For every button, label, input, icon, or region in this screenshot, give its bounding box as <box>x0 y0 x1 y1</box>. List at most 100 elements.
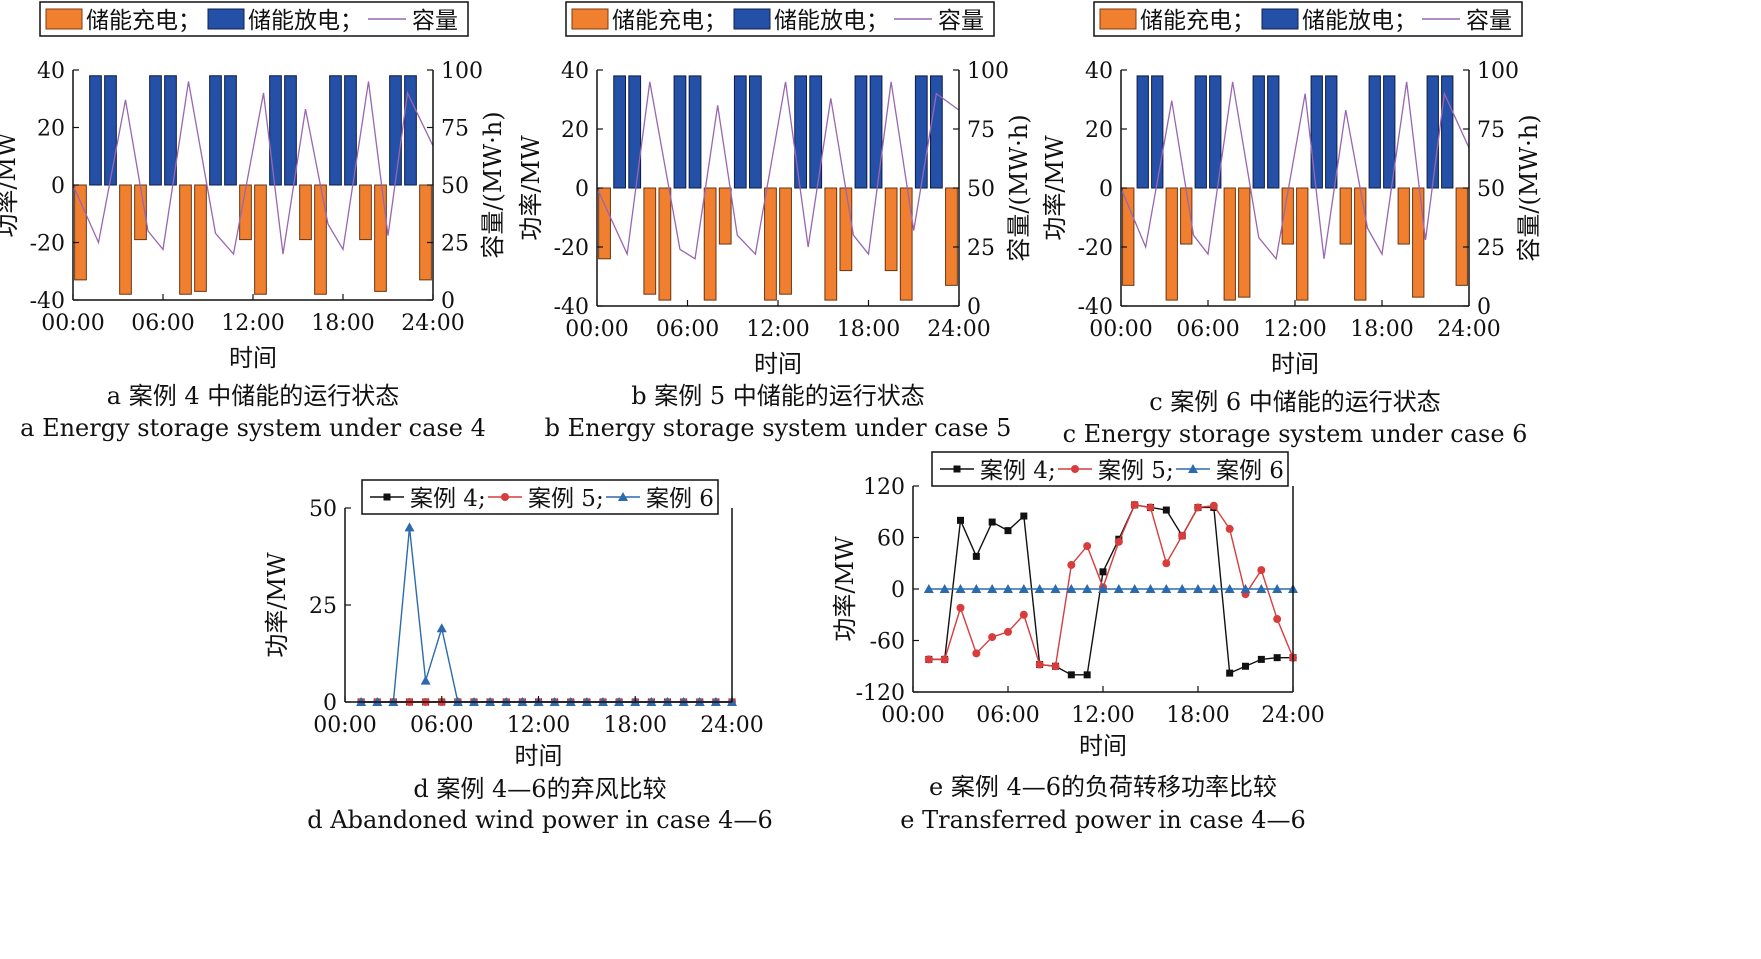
series-marker-circle <box>1071 465 1079 473</box>
legend-label-series: 案例 6 <box>1216 458 1284 484</box>
y2-tick-label: 0 <box>1477 295 1491 320</box>
power-bar <box>1426 75 1439 189</box>
x-tick-label: 00:00 <box>881 703 944 728</box>
legend-swatch-charge <box>45 8 83 30</box>
chart-panel-b: 储能充电； 储能放电； 容量 40 20 0 -20 -40 100 75 50 25 0 00:00 06… <box>517 1 1033 442</box>
series-marker-triangle <box>955 584 966 593</box>
series-marker-triangle <box>923 584 934 593</box>
power-bar <box>809 75 823 189</box>
legend-label-series: 案例 4; <box>980 458 1056 484</box>
power-bar <box>149 75 162 186</box>
series-marker-triangle <box>1066 584 1077 593</box>
y2-axis-label: 容量/(MW·h) <box>1515 114 1543 261</box>
series-marker-triangle <box>1113 584 1124 593</box>
x-tick-label: 24:00 <box>401 311 464 336</box>
power-bar <box>598 187 611 260</box>
series-marker-circle <box>1225 524 1234 533</box>
y-tick-label: -20 <box>554 236 589 261</box>
y-tick-label: 25 <box>309 594 337 619</box>
power-bar <box>1151 75 1164 189</box>
series-marker-circle <box>1067 560 1076 569</box>
power-bar <box>643 187 657 295</box>
power-bar <box>269 75 282 186</box>
power-bar <box>748 75 762 189</box>
legend-frame <box>361 479 719 515</box>
y2-tick-label: 50 <box>1477 177 1505 202</box>
x-axis-label: 时间 <box>229 344 277 372</box>
series-marker-square <box>1226 669 1234 677</box>
series-marker-square <box>1020 512 1028 520</box>
x-tick-label: 12:00 <box>746 317 809 342</box>
series-marker-circle <box>1051 662 1060 671</box>
power-bar <box>839 187 853 272</box>
power-bar <box>1194 75 1207 189</box>
x-tick-label: 18:00 <box>1350 317 1413 342</box>
capacity-line <box>1120 81 1470 261</box>
series-marker-square <box>1099 568 1107 576</box>
x-axis-label: 时间 <box>1079 732 1127 760</box>
y-tick-label: 40 <box>1085 59 1113 84</box>
series-marker-square <box>957 516 964 524</box>
y2-tick-label: 100 <box>1477 59 1519 84</box>
legend-label-charge: 储能充电； <box>1140 8 1255 34</box>
series-marker-triangle <box>1177 584 1188 593</box>
series-marker-triangle <box>1193 584 1203 593</box>
legend-label-series: 案例 4; <box>410 486 486 512</box>
legend: 储能充电； 储能放电； 容量 <box>39 1 469 37</box>
power-bar <box>703 187 717 301</box>
series-marker-circle <box>1083 542 1092 551</box>
y2-tick-label: 25 <box>1477 236 1505 261</box>
series-marker-circle <box>501 493 509 501</box>
y-tick-label: -40 <box>554 295 589 320</box>
series-marker-circle <box>972 649 981 658</box>
series-marker-square <box>1067 671 1075 679</box>
power-bar <box>419 184 432 281</box>
series-marker-triangle <box>1272 584 1283 593</box>
legend-swatch-discharge <box>207 8 245 30</box>
x-tick-label: 06:00 <box>976 703 1039 728</box>
series-line <box>928 504 1293 676</box>
y2-tick-label: 0 <box>967 295 981 320</box>
power-bar <box>1412 187 1425 298</box>
power-bar <box>209 75 222 186</box>
series-marker-triangle <box>1129 584 1140 593</box>
power-bar <box>1455 187 1468 286</box>
y-tick-label: 40 <box>561 59 589 84</box>
power-bar <box>344 75 357 186</box>
power-bar <box>224 75 237 186</box>
series-marker-triangle <box>436 623 447 633</box>
x-tick-label: 06:00 <box>410 713 473 738</box>
x-tick-label: 06:00 <box>656 317 719 342</box>
series-marker-circle <box>988 633 997 642</box>
power-bar <box>1238 187 1251 298</box>
series-marker-square <box>972 552 980 560</box>
caption-cn: e 案例 4—6的负荷转移功率比较 <box>929 773 1277 801</box>
y-axis-label: 功率/MW <box>1041 135 1069 241</box>
y2-axis-label: 容量/(MW·h) <box>1005 114 1033 261</box>
legend-label-discharge: 储能放电； <box>248 8 363 34</box>
x-tick-label: 00:00 <box>41 311 104 336</box>
series-marker-triangle <box>1188 464 1198 473</box>
y-tick-label: 20 <box>37 117 65 142</box>
y-tick-label: -20 <box>30 232 65 257</box>
capacity-line <box>72 81 434 256</box>
power-bar <box>1368 75 1381 189</box>
y-axis-label: 功率/MW <box>517 135 545 241</box>
legend: 储能充电； 储能放电； 容量 <box>1093 1 1523 37</box>
series-line <box>361 527 732 703</box>
y-tick-label: -40 <box>1078 295 1113 320</box>
series-marker-square <box>1242 662 1249 670</box>
power-bar <box>1310 75 1323 189</box>
y-tick-label: -20 <box>1078 236 1113 261</box>
series-marker-circle <box>1146 503 1155 512</box>
series-marker-circle <box>1004 627 1012 636</box>
power-bar <box>1267 75 1280 189</box>
x-tick-label: 18:00 <box>837 317 900 342</box>
series-marker-square <box>1162 506 1170 514</box>
power-bar <box>104 75 117 186</box>
power-bar <box>613 75 627 189</box>
x-tick-label: 12:00 <box>221 311 284 336</box>
chart-panel-a: 储能充电； 储能放电； 容量 40 20 0 -20 -40 100 75 50 25 0 00:00 06… <box>0 1 507 442</box>
power-bar <box>914 75 928 189</box>
legend: 案例 4; 案例 5; 案例 6 <box>931 451 1289 487</box>
